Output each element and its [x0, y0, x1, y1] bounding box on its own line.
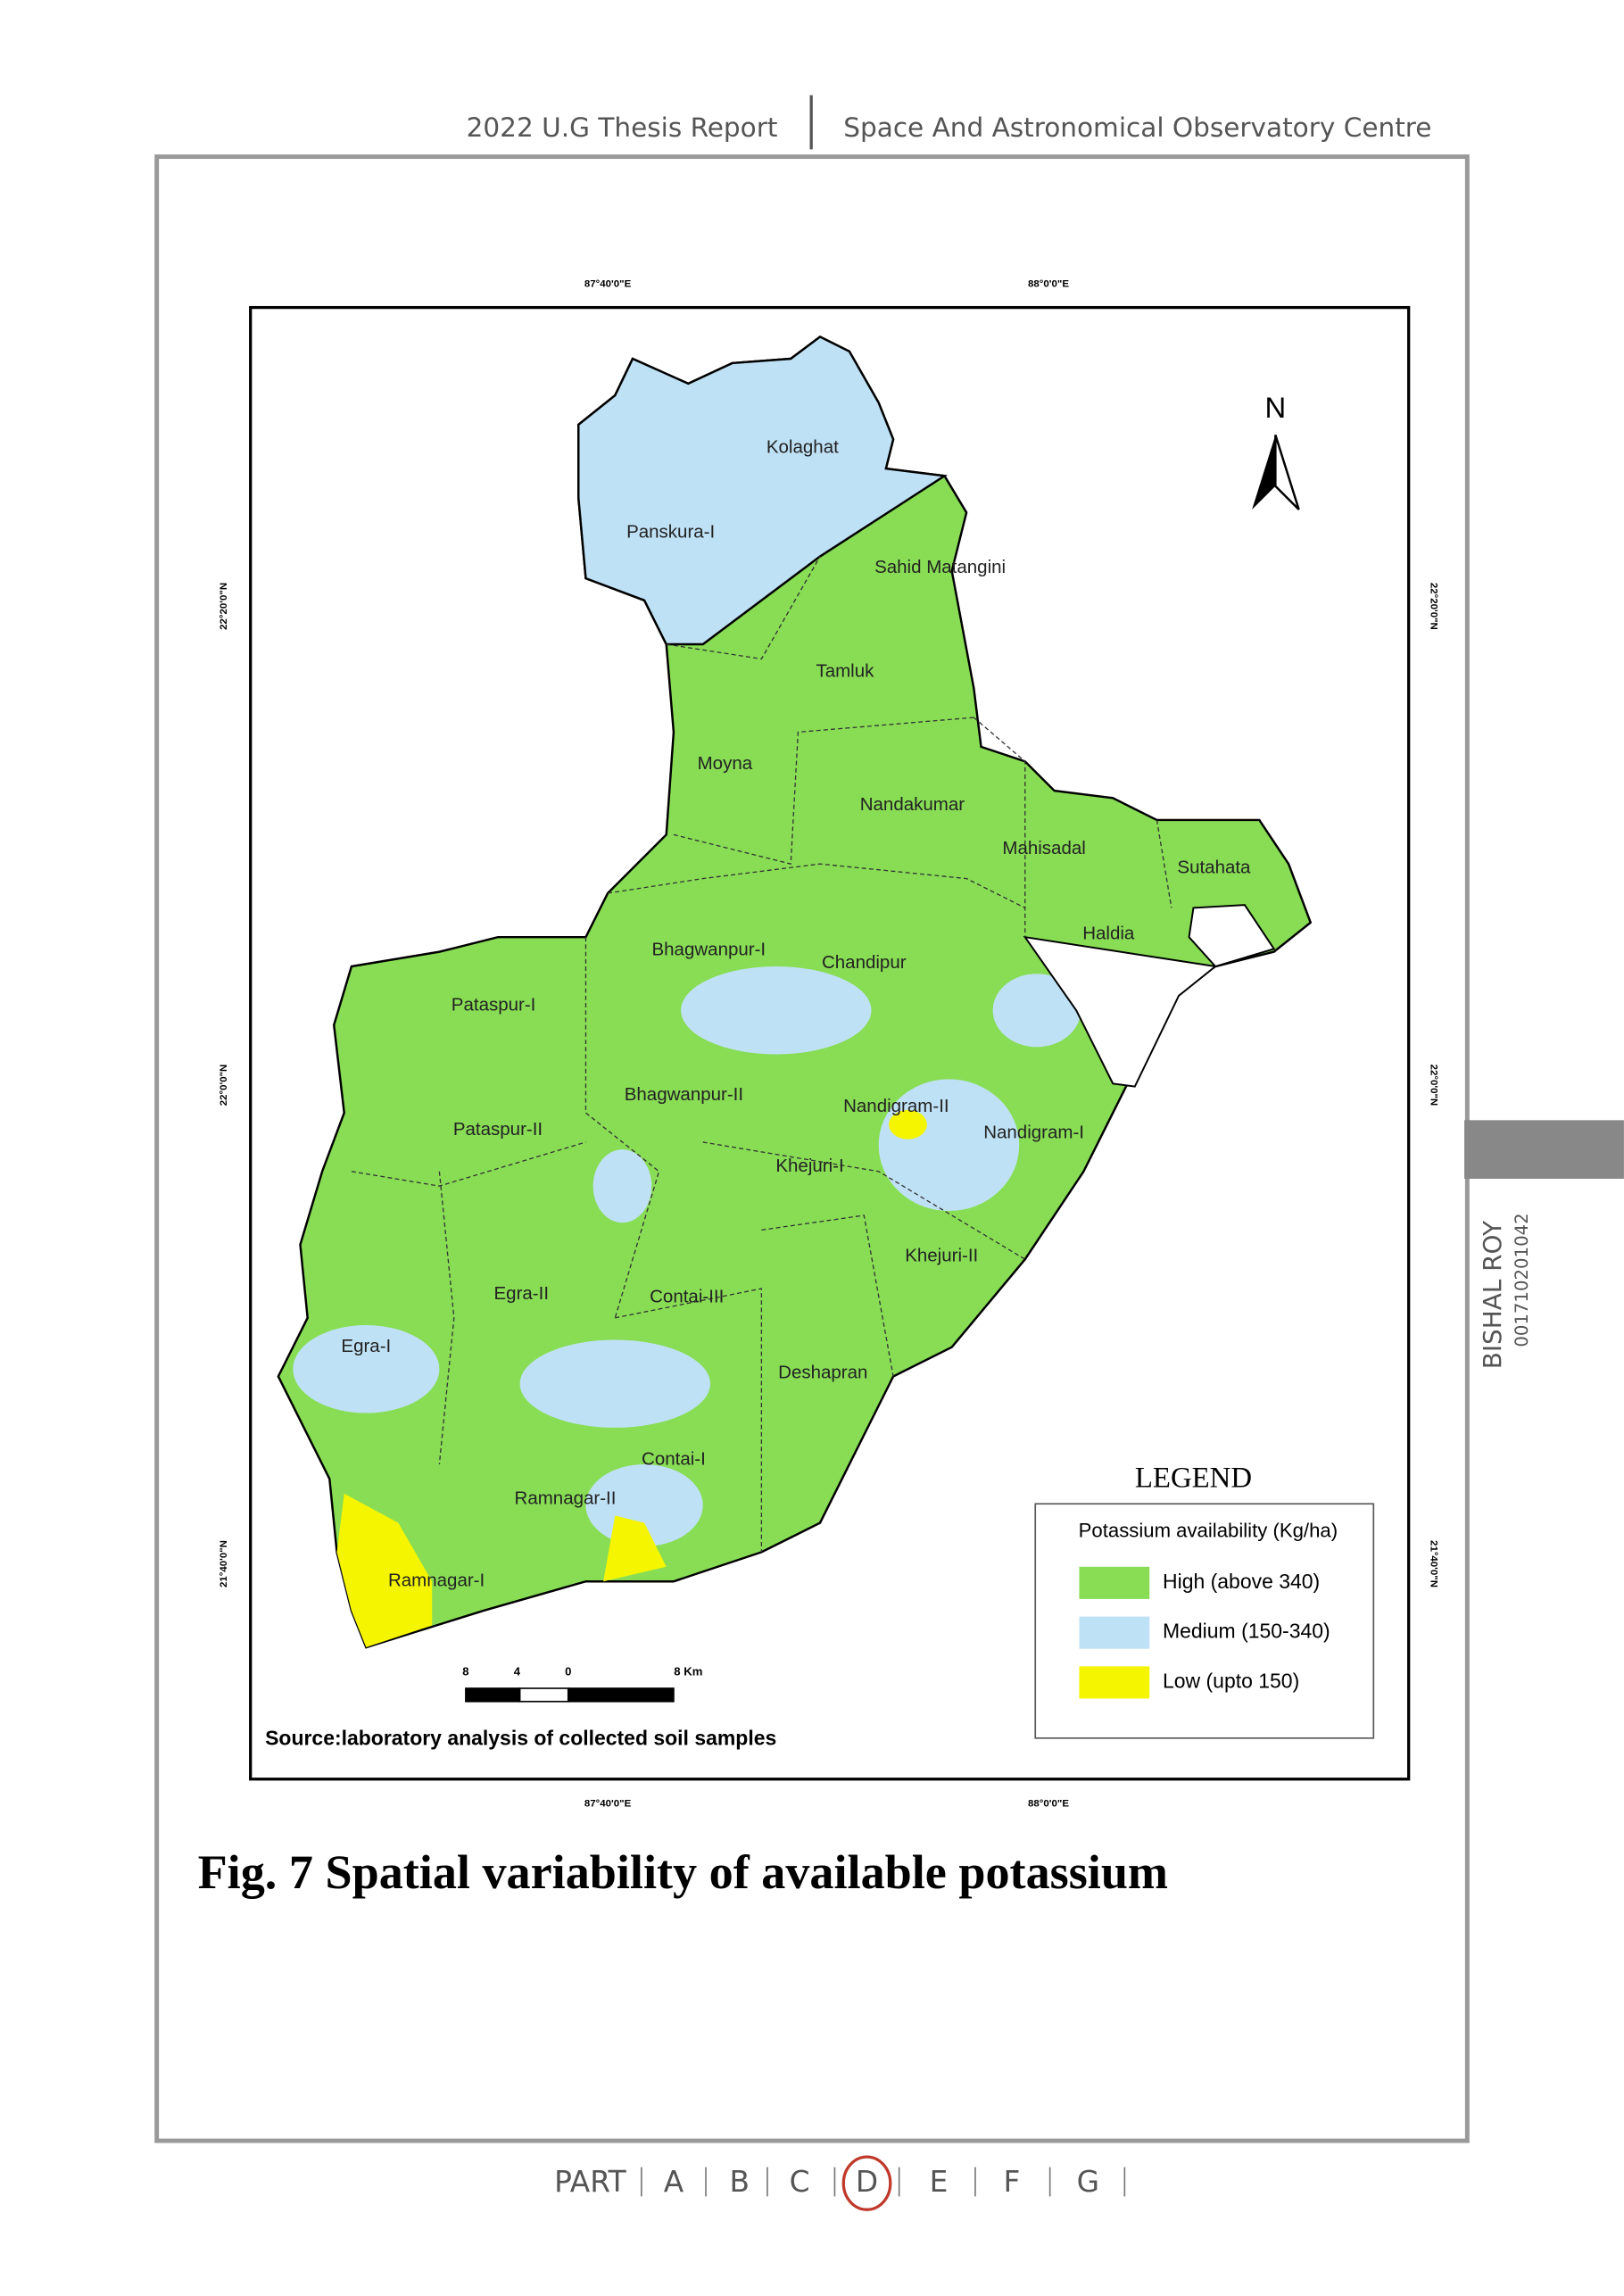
lat-label: 22°0'0"N [219, 1065, 229, 1107]
block-label: Bhagwanpur-I [651, 939, 766, 959]
block-label: Pataspur-II [453, 1119, 543, 1140]
figure-caption: Fig. 7 Spatial variability of available … [198, 1845, 1168, 1899]
scale-segment [567, 1687, 675, 1703]
zone-medium [519, 1339, 710, 1428]
scale-segment [465, 1687, 521, 1703]
zone-medium [293, 1325, 440, 1413]
estuary [1023, 904, 1276, 1088]
footer-section: C [790, 2165, 810, 2199]
map: Kolaghat Panskura-I Sahid Matangini Tamluk M… [219, 278, 1438, 1809]
block-label: Panskura-I [626, 522, 715, 543]
header-right: Space And Astronomical Observatory Centr… [843, 112, 1431, 143]
side-name: BISHAL ROY [1478, 1220, 1507, 1369]
north-arrow [1252, 435, 1276, 510]
block-label: Haldia [1082, 923, 1135, 943]
current-section-marker [841, 2155, 892, 2211]
block-boundary [702, 1141, 1026, 1260]
block-boundary [973, 717, 1026, 938]
lat-label: 22°20'0"N [1429, 583, 1439, 630]
block-boundary [584, 937, 660, 1319]
footer-section: B [730, 2165, 750, 2199]
legend-label: Low (upto 150) [1163, 1670, 1299, 1693]
lat-label: 22°20'0"N [219, 583, 229, 630]
zone-medium [577, 335, 949, 646]
block-label: Egra-II [494, 1283, 550, 1304]
lon-label: 87°40'0"E [584, 1799, 632, 1810]
zone-low [603, 1515, 667, 1582]
legend-heading: LEGEND [1135, 1463, 1252, 1495]
block-boundary [438, 1171, 455, 1465]
lat-label: 22°0'0"N [1429, 1065, 1439, 1107]
scale-label: 8 Km [674, 1664, 702, 1678]
block-boundary [666, 556, 821, 660]
block-label: Tamluk [816, 661, 874, 682]
block-label: Deshapran [778, 1363, 867, 1383]
block-label: Nandigram-I [983, 1123, 1084, 1143]
footer-section: E [930, 2165, 949, 2199]
footer-part: PART [554, 2165, 627, 2199]
footer-section: A [664, 2165, 684, 2199]
block-boundary [1156, 819, 1172, 908]
block-boundary [761, 1214, 894, 1377]
block-boundary [615, 1288, 763, 1553]
block-label: Sahid Matangini [874, 557, 1006, 577]
lat-label: 21°40'0"N [1429, 1540, 1439, 1587]
footer-section: F [1004, 2165, 1021, 2199]
scale-label: 0 [565, 1664, 571, 1678]
header-left: 2022 U.G Thesis Report [467, 112, 778, 143]
scale-label: 8 [462, 1664, 468, 1678]
block-label: Moyna [698, 753, 753, 774]
block-label: Pataspur-I [452, 995, 536, 1015]
north-label: N [1265, 391, 1287, 424]
lon-label: 87°40'0"E [584, 278, 632, 289]
block-label: Egra-I [341, 1336, 391, 1356]
block-boundary [607, 863, 1026, 908]
lon-label: 88°0'0"E [1028, 278, 1069, 289]
map-source: Source:laboratory analysis of collected … [265, 1727, 776, 1750]
legend-swatch [1079, 1666, 1150, 1699]
legend-label: High (above 340) [1163, 1570, 1320, 1593]
zone-medium [592, 1149, 652, 1223]
zone-medium [992, 974, 1081, 1048]
block-label: Ramnagar-II [515, 1488, 617, 1509]
block-label: Contai-I [642, 1448, 706, 1469]
legend-label: Medium (150-340) [1163, 1620, 1330, 1643]
block-label: Kolaghat [766, 437, 839, 458]
legend-title: Potassium availability (Kg/ha) [1079, 1519, 1338, 1541]
footer-section: D [856, 2165, 878, 2199]
legend-swatch [1079, 1616, 1150, 1649]
zone-low [889, 1109, 927, 1140]
side-tab [1464, 1120, 1624, 1179]
block-label: Nandigram-II [843, 1096, 949, 1116]
block-label: Bhagwanpur-II [625, 1084, 743, 1105]
lat-label: 21°40'0"N [219, 1540, 229, 1587]
zone-medium [681, 966, 872, 1055]
block-label: Mahisadal [1002, 838, 1085, 858]
scale-segment [518, 1687, 569, 1703]
block-boundary [673, 717, 974, 865]
zone-low [336, 1493, 433, 1648]
block-boundary [351, 1141, 586, 1187]
scale-label: 4 [514, 1664, 521, 1678]
block-label: Khejuri-II [905, 1245, 978, 1265]
block-label: Ramnagar-I [388, 1571, 485, 1591]
side-id: 001710201042 [1512, 1213, 1532, 1347]
block-label: Chandipur [822, 952, 907, 973]
lon-label: 88°0'0"E [1028, 1799, 1069, 1810]
footer-section: G [1077, 2165, 1099, 2199]
legend-swatch [1079, 1566, 1150, 1599]
block-label: Sutahata [1177, 858, 1251, 878]
block-label: Contai-III [650, 1286, 724, 1306]
block-label: Khejuri-I [775, 1156, 843, 1176]
block-label: Nandakumar [860, 794, 965, 815]
north-arrow [1274, 434, 1300, 510]
